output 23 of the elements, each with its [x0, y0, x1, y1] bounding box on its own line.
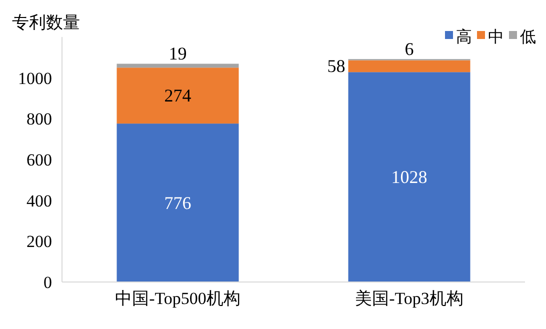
y-axis-title: 专利数量: [12, 13, 80, 32]
y-tick-label: 1000: [18, 68, 52, 88]
bar: [116, 124, 239, 282]
data-label: 6: [404, 39, 414, 60]
data-label: 19: [168, 44, 187, 64]
y-tick-label: 0: [44, 273, 52, 292]
bar: [116, 64, 239, 68]
data-label: 58: [327, 56, 346, 76]
x-tick-label: 中国-Top500机构: [115, 289, 240, 308]
bar: [348, 72, 470, 282]
y-tick-label: 600: [26, 150, 52, 170]
data-label: 274: [164, 86, 192, 106]
legend-label: 低: [520, 29, 536, 46]
bar: [348, 60, 470, 72]
data-label: 1028: [391, 167, 428, 188]
y-tick-label: 800: [26, 110, 52, 129]
y-tick-label: 200: [26, 232, 52, 252]
legend-label: 中: [488, 28, 504, 46]
data-label: 776: [164, 192, 192, 213]
x-tick-label: 美国-Top3机构: [355, 289, 464, 308]
legend-label: 高: [456, 28, 472, 46]
y-tick-label: 400: [26, 191, 52, 210]
bar: [116, 68, 239, 124]
